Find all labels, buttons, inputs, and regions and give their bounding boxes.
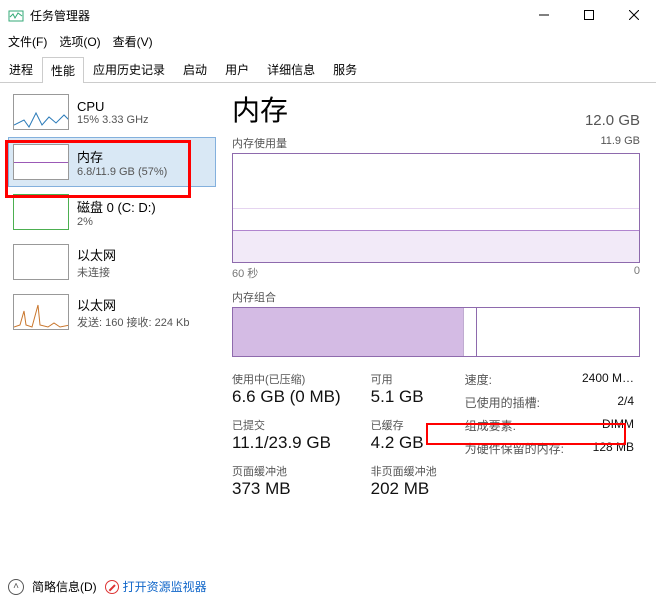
memory-thumb (13, 144, 69, 180)
sidebar-item-label: 以太网 (77, 295, 190, 314)
speed-key: 速度: (465, 371, 564, 388)
commit-label: 已提交 (232, 417, 341, 433)
inuse-label: 使用中(已压缩) (232, 371, 341, 387)
sidebar-item-ethernet-0[interactable]: 以太网未连接 (8, 237, 216, 287)
speed-value: 2400 M… (582, 371, 634, 388)
detail-title: 内存 (232, 89, 288, 129)
composition-label: 内存组合 (232, 289, 640, 305)
sidebar-item-memory[interactable]: 内存6.8/11.9 GB (57%) (8, 137, 216, 187)
sidebar: CPU15% 3.33 GHz 内存6.8/11.9 GB (57%) 磁盘 0… (0, 83, 216, 573)
tab-startup[interactable]: 启动 (174, 56, 216, 82)
menubar: 文件(F) 选项(O) 查看(V) (0, 30, 656, 52)
chart-label: 内存使用量 (232, 135, 287, 151)
tab-users[interactable]: 用户 (216, 56, 258, 82)
paged-label: 页面缓冲池 (232, 463, 341, 479)
collapse-icon[interactable]: ˄ (8, 579, 24, 595)
titlebar: 任务管理器 (0, 0, 656, 30)
menu-view[interactable]: 查看(V) (113, 33, 153, 50)
cached-label: 已缓存 (371, 417, 437, 433)
detail-panel: 内存 12.0 GB 内存使用量 11.9 GB 60 秒 0 内存组合 使用中… (216, 83, 656, 573)
sidebar-item-ethernet-1[interactable]: 以太网发送: 160 接收: 224 Kb (8, 287, 216, 337)
window-title: 任务管理器 (30, 7, 521, 24)
commit-value: 11.1/23.9 GB (232, 433, 341, 453)
eth-thumb (13, 294, 69, 330)
resmon-icon (105, 580, 119, 594)
tab-performance[interactable]: 性能 (42, 57, 84, 83)
comp-standby (477, 308, 639, 356)
inuse-value: 6.6 GB (0 MB) (232, 387, 341, 407)
hwreserved-key: 为硬件保留的内存: (465, 440, 564, 457)
eth-thumb (13, 244, 69, 280)
sidebar-item-label: 内存 (77, 147, 167, 166)
slots-value: 2/4 (582, 394, 634, 411)
chart-time-right: 0 (634, 265, 640, 281)
taskmgr-icon (8, 7, 24, 23)
tab-services[interactable]: 服务 (324, 56, 366, 82)
nonpaged-label: 非页面缓冲池 (371, 463, 437, 479)
sidebar-item-label: 以太网 (77, 245, 116, 264)
avail-label: 可用 (371, 371, 437, 387)
form-value: DIMM (582, 417, 634, 434)
fewer-details-link[interactable]: 简略信息(D) (32, 578, 97, 595)
form-key: 组成要素: (465, 417, 564, 434)
close-button[interactable] (611, 0, 656, 30)
disk-thumb (13, 194, 69, 230)
sidebar-item-disk[interactable]: 磁盘 0 (C: D:)2% (8, 187, 216, 237)
total-memory: 12.0 GB (585, 112, 640, 129)
memory-composition (232, 307, 640, 357)
cpu-thumb (13, 94, 69, 130)
memory-usage-chart (232, 153, 640, 263)
comp-modified (464, 308, 476, 356)
sidebar-item-label: CPU (77, 99, 149, 114)
tab-details[interactable]: 详细信息 (258, 56, 324, 82)
nonpaged-value: 202 MB (371, 479, 437, 499)
paged-value: 373 MB (232, 479, 341, 499)
tab-processes[interactable]: 进程 (0, 56, 42, 82)
cached-value: 4.2 GB (371, 433, 437, 453)
footer: ˄ 简略信息(D) 打开资源监视器 (8, 578, 207, 595)
comp-used (233, 308, 464, 356)
maximize-button[interactable] (566, 0, 611, 30)
menu-options[interactable]: 选项(O) (59, 33, 100, 50)
open-resmon-link[interactable]: 打开资源监视器 (105, 578, 207, 595)
chart-max: 11.9 GB (600, 135, 640, 151)
tab-app-history[interactable]: 应用历史记录 (84, 56, 174, 82)
tabs: 进程 性能 应用历史记录 启动 用户 详细信息 服务 (0, 56, 656, 83)
sidebar-item-cpu[interactable]: CPU15% 3.33 GHz (8, 87, 216, 137)
hwreserved-value: 128 MB (582, 440, 634, 457)
chart-time-left: 60 秒 (232, 265, 258, 281)
sidebar-item-label: 磁盘 0 (C: D:) (77, 197, 156, 216)
avail-value: 5.1 GB (371, 387, 437, 407)
slots-key: 已使用的插槽: (465, 394, 564, 411)
minimize-button[interactable] (521, 0, 566, 30)
menu-file[interactable]: 文件(F) (8, 33, 47, 50)
